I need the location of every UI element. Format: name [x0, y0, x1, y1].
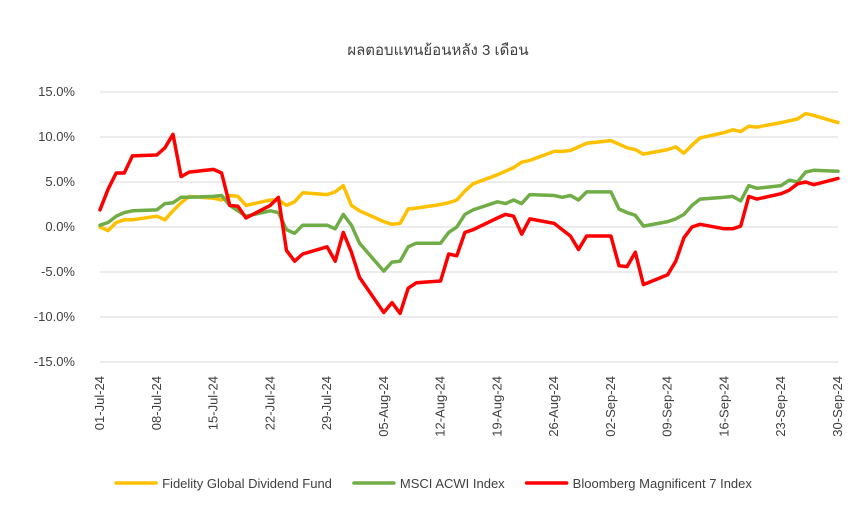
series-line-1 [98, 111, 840, 233]
x-axis-tick-labels: 01-Jul-24 08-Jul-24 15-Jul-24 22-Jul-24 29-J… [92, 376, 845, 437]
chart-title: ผลตอบแทนย้อนหลัง 3 เดือน [347, 42, 528, 59]
y-tick-label: -15.0% [34, 354, 76, 369]
x-tick-label: 02-Sep-24 [603, 376, 618, 437]
y-tick-label: 5.0% [45, 174, 75, 189]
x-tick-label: 09-Sep-24 [660, 376, 675, 437]
y-tick-label: 10.0% [38, 129, 75, 144]
legend-label-3: Bloomberg Magnificent 7 Index [573, 476, 753, 491]
legend-label-2: MSCI ACWI Index [400, 476, 505, 491]
x-tick-label: 19-Aug-24 [489, 376, 504, 437]
y-tick-label: 15.0% [38, 84, 75, 99]
x-tick-label: 26-Aug-24 [546, 376, 561, 437]
x-tick-label: 23-Sep-24 [773, 376, 788, 437]
x-tick-label: 01-Jul-24 [92, 376, 107, 430]
legend-label-1: Fidelity Global Dividend Fund [162, 476, 332, 491]
y-tick-label: -5.0% [41, 264, 75, 279]
x-tick-label: 05-Aug-24 [376, 376, 391, 437]
series-lines [98, 111, 840, 316]
y-axis-tick-labels: 15.0% 10.0% 5.0% 0.0% -5.0% -10.0% -15.0% [34, 84, 76, 369]
x-tick-label: 29-Jul-24 [319, 376, 334, 430]
x-tick-label: 16-Sep-24 [716, 376, 731, 437]
legend: Fidelity Global Dividend Fund MSCI ACWI I… [114, 476, 753, 491]
y-tick-label: -10.0% [34, 309, 76, 324]
x-tick-label: 12-Aug-24 [433, 376, 448, 437]
x-tick-label: 08-Jul-24 [149, 376, 164, 430]
x-tick-label: 15-Jul-24 [206, 376, 221, 430]
x-tick-label: 30-Sep-24 [830, 376, 845, 437]
y-tick-label: 0.0% [45, 219, 75, 234]
x-tick-label: 22-Jul-24 [262, 376, 277, 430]
series-line-2 [98, 168, 840, 273]
series-line-3 [98, 132, 840, 316]
